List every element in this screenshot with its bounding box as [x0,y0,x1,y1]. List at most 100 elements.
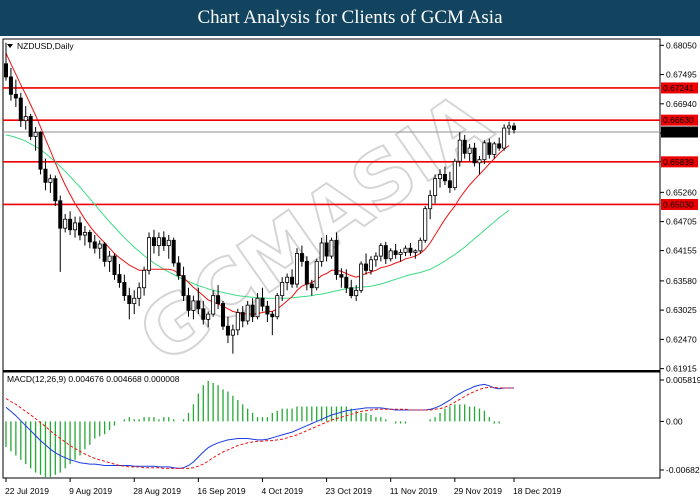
candle-body [319,242,324,262]
candle-body [502,127,507,149]
candle-body [349,287,354,297]
price-tick-label: 0.62470 [666,334,697,344]
candle-body [270,313,275,318]
candle-body [373,255,378,261]
candle-body [28,116,33,137]
candle-body [265,305,270,315]
candle-body [216,295,221,304]
price-tick-label: 0.61915 [666,364,697,374]
candle-body [280,282,285,297]
candle-body [221,303,226,327]
level-label: 0.65839 [663,157,694,167]
date-tick-label: 4 Oct 2019 [261,486,303,496]
candle-body [38,131,43,170]
candle-body [398,252,403,255]
macd-signal-line [5,386,514,469]
candle-body [275,295,280,318]
candle-body [48,178,53,183]
symbol-dropdown-icon [7,44,13,48]
symbol-label: NZDUSD,Daily [17,41,74,51]
candle-body [230,329,235,336]
price-tick-label: 0.64705 [666,217,697,227]
candle-body [132,297,137,304]
current-price-box [661,126,698,138]
candle-body [294,253,299,285]
candle-body [87,232,92,243]
candle-body [33,131,38,137]
candle-body [8,76,13,95]
candle-body [442,174,447,182]
candle-body [156,237,161,246]
candle-body [122,282,127,297]
candle-body [13,93,18,99]
candle-body [290,276,295,285]
candle-body [240,312,245,322]
level-label-box [661,82,698,94]
candle-body [186,295,191,311]
macd-tick-label: -0.006828 [666,465,700,475]
candle-body [211,295,216,315]
price-tick-label: 0.67495 [666,70,697,80]
candle-body [102,243,107,262]
macd-tick-label: 0.00 [666,416,683,426]
candle-body [433,178,438,196]
candle-body [423,208,428,241]
macd-main-line [5,383,514,469]
date-tick-label: 23 Oct 2019 [326,486,373,496]
candle-body [285,276,290,283]
candle-body [477,159,482,164]
candle-body [77,222,82,236]
title-bar [0,0,700,36]
candle-body [462,139,467,154]
date-tick-label: 9 Aug 2019 [69,486,112,496]
candle-body [73,222,78,231]
candle-body [58,200,63,229]
candle-body [418,239,423,252]
date-tick-label: 29 Nov 2019 [454,486,502,496]
date-tick-label: 18 Dec 2019 [513,486,561,496]
candle-body [225,325,230,336]
candle-body [447,180,452,189]
candle-body [359,263,364,291]
level-label: 0.67241 [663,83,694,93]
candle-body [161,237,166,246]
candle-body [339,274,344,278]
macd-panel-frame [2,371,661,479]
candle-body [142,269,147,289]
candle-body [497,143,502,149]
candle-body [324,242,329,257]
candle-body [117,274,122,283]
candle-body [196,300,201,310]
candle-body [23,116,28,122]
candle-body [511,125,517,131]
candle-body [457,139,462,162]
candle-body [43,168,48,183]
candle-body [314,260,319,289]
candle-body [472,147,477,164]
candle-body [245,304,250,322]
candle-body [147,237,152,271]
candle-body [92,241,97,249]
candle-body [3,63,9,78]
candle-body [166,239,171,246]
price-tick-label: 0.63580 [666,276,697,286]
candle-body [364,263,369,271]
candle-body [235,312,240,331]
macd-label: MACD(12,26,9) 0.004676 0.004668 0.000008 [7,374,180,384]
candle-body [97,243,102,249]
candle-body [344,276,349,289]
candle-body [176,262,181,277]
candle-body [201,308,206,320]
level-label-box [661,156,698,168]
date-tick-label: 28 Aug 2019 [133,486,181,496]
candle-body [206,313,211,320]
candle-body [467,147,472,154]
candle-body [191,300,196,311]
candle-body [378,245,383,257]
level-label-box [661,114,698,126]
candle-body [408,247,413,253]
candle-body [304,260,309,285]
candle-body [388,250,393,260]
candle-body [413,250,418,253]
